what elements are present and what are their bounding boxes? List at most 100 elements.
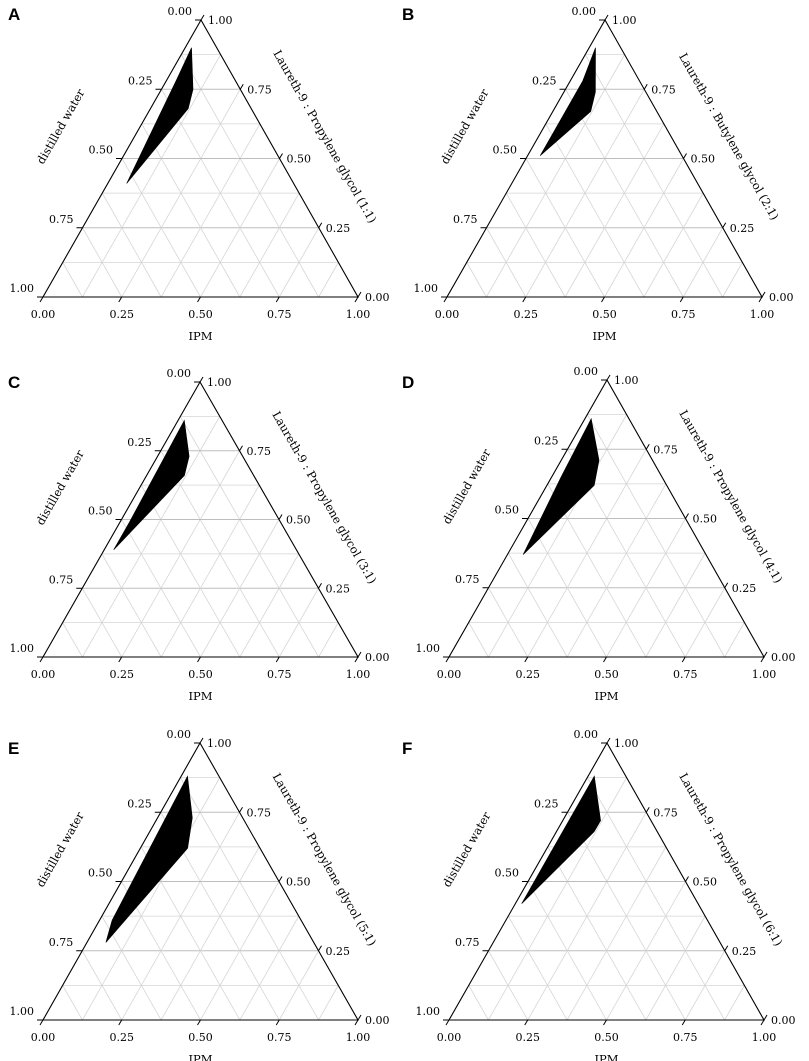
tick-label-right: 1.00 bbox=[614, 737, 639, 750]
panel-letter: A bbox=[8, 5, 20, 24]
grid-line bbox=[724, 985, 745, 1021]
grid bbox=[62, 777, 339, 1021]
tick-label-bottom: 0.25 bbox=[516, 1031, 541, 1044]
tick-label-left: 0.00 bbox=[167, 367, 192, 380]
tick-label-left: 1.00 bbox=[10, 642, 35, 655]
tick-mark bbox=[681, 1019, 686, 1026]
grid-line bbox=[278, 227, 320, 298]
axis-title-bottom: IPM bbox=[188, 1052, 212, 1061]
tick-mark bbox=[357, 1014, 362, 1021]
grid-line bbox=[82, 416, 221, 658]
grid-line bbox=[239, 192, 300, 298]
tick-mark bbox=[39, 296, 44, 303]
grid-line bbox=[645, 552, 706, 658]
panel-letter: C bbox=[8, 373, 20, 392]
grid-line bbox=[586, 414, 725, 658]
tick-label-left: 0.75 bbox=[49, 213, 74, 226]
tick-mark bbox=[683, 153, 687, 159]
grid-line bbox=[527, 881, 607, 1021]
axis-title-left: distilled water bbox=[440, 446, 494, 526]
tick-label-left: 0.50 bbox=[88, 505, 113, 518]
tick-label-bottom: 0.50 bbox=[188, 668, 213, 681]
tick-mark bbox=[724, 945, 729, 952]
tick-label-bottom: 0.00 bbox=[437, 668, 462, 681]
tick-mark bbox=[239, 83, 244, 90]
grid-line bbox=[724, 622, 745, 658]
axis-title-bottom: IPM bbox=[592, 329, 616, 343]
tick-label-right: 0.50 bbox=[286, 876, 311, 889]
tick-mark bbox=[685, 876, 689, 882]
tick-mark bbox=[758, 296, 763, 303]
axis-title-right: Laureth-9 : Propylene glycol (4:1) bbox=[676, 408, 785, 586]
tick-label-bottom: 1.00 bbox=[346, 668, 371, 681]
tick-label-bottom: 0.75 bbox=[267, 1031, 292, 1044]
axis-title-bottom: IPM bbox=[188, 329, 212, 343]
tick-label-right: 0.00 bbox=[771, 651, 796, 664]
tick-label-left: 0.50 bbox=[89, 144, 114, 157]
tick-label-right: 0.50 bbox=[286, 514, 311, 527]
tick-label-bottom: 1.00 bbox=[750, 308, 775, 321]
tick-mark bbox=[279, 153, 283, 159]
tick-mark bbox=[318, 582, 322, 589]
tick-label-left: 0.75 bbox=[49, 936, 74, 949]
tick-label-bottom: 0.75 bbox=[267, 668, 292, 681]
tick-label-right: 0.50 bbox=[693, 876, 718, 889]
tick-label-right: 0.75 bbox=[653, 443, 678, 456]
tick-label-bottom: 0.50 bbox=[188, 1031, 213, 1044]
tick-label-left: 0.75 bbox=[49, 573, 74, 586]
grid-line bbox=[200, 158, 280, 298]
tick-mark bbox=[443, 296, 448, 303]
axis-title-bottom: IPM bbox=[594, 689, 618, 703]
grid-line bbox=[140, 484, 241, 658]
grid-line bbox=[180, 416, 319, 658]
microemulsion-region bbox=[539, 47, 596, 156]
tick-mark bbox=[275, 1019, 280, 1026]
tick-label-bottom: 1.00 bbox=[752, 1031, 777, 1044]
grid bbox=[466, 54, 743, 298]
tick-label-left: 0.25 bbox=[534, 797, 559, 810]
tick-mark bbox=[722, 222, 727, 229]
tick-label-left: 1.00 bbox=[10, 282, 35, 295]
tick-label-left: 1.00 bbox=[416, 642, 441, 655]
axis-title-bottom: IPM bbox=[188, 689, 212, 703]
grid-line bbox=[545, 123, 645, 298]
tick-label-bottom: 0.50 bbox=[594, 668, 619, 681]
tick-label-bottom: 0.50 bbox=[592, 308, 617, 321]
tick-label-right: 0.00 bbox=[365, 651, 390, 664]
grid-line bbox=[486, 227, 527, 298]
tick-label-left: 0.25 bbox=[534, 434, 559, 447]
grid-line bbox=[525, 158, 605, 298]
microemulsion-region bbox=[126, 47, 194, 184]
tick-mark bbox=[118, 296, 123, 303]
grid-line bbox=[318, 622, 339, 658]
ternary-panel-e: E 0.00 0.00 0.00 0.25 0.25 0.25 0.50 0.50 0.50 0.7… bbox=[8, 728, 390, 1061]
tick-label-bottom: 0.25 bbox=[110, 668, 135, 681]
tick-label-left: 1.00 bbox=[416, 1005, 441, 1018]
grid-line bbox=[488, 587, 529, 658]
tick-label-right: 1.00 bbox=[612, 14, 637, 27]
tick-label-left: 1.00 bbox=[10, 1005, 35, 1018]
tick-label-right: 1.00 bbox=[207, 737, 232, 750]
grid-line bbox=[604, 158, 684, 298]
grid-line bbox=[468, 985, 489, 1021]
grid-line bbox=[566, 483, 667, 658]
tick-label-right: 0.75 bbox=[247, 806, 272, 819]
tick-mark bbox=[760, 1019, 765, 1026]
grid-line bbox=[564, 123, 665, 298]
axis-title-left: distilled water bbox=[438, 86, 492, 166]
tick-label-right: 0.25 bbox=[732, 945, 757, 958]
ternary-panel-d: D 0.00 0.00 0.00 0.25 0.25 0.25 0.50 0.50 0.50 0.7… bbox=[402, 365, 796, 703]
grid-line bbox=[101, 553, 162, 658]
tick-label-bottom: 0.25 bbox=[110, 308, 135, 321]
grid-line bbox=[606, 881, 686, 1021]
tick-mark bbox=[239, 445, 243, 452]
tick-mark bbox=[197, 296, 201, 303]
tick-label-bottom: 0.50 bbox=[594, 1031, 619, 1044]
tick-label-bottom: 0.50 bbox=[188, 308, 213, 321]
tick-label-right: 0.00 bbox=[769, 291, 794, 304]
ternary-panel-c: C 0.00 0.00 0.00 0.25 0.25 0.25 0.50 0.50 0.50 0.7… bbox=[8, 367, 390, 703]
tick-label-right: 0.25 bbox=[326, 222, 351, 235]
tick-mark bbox=[604, 14, 609, 21]
tick-mark bbox=[524, 1019, 529, 1026]
grid-line bbox=[82, 227, 123, 298]
